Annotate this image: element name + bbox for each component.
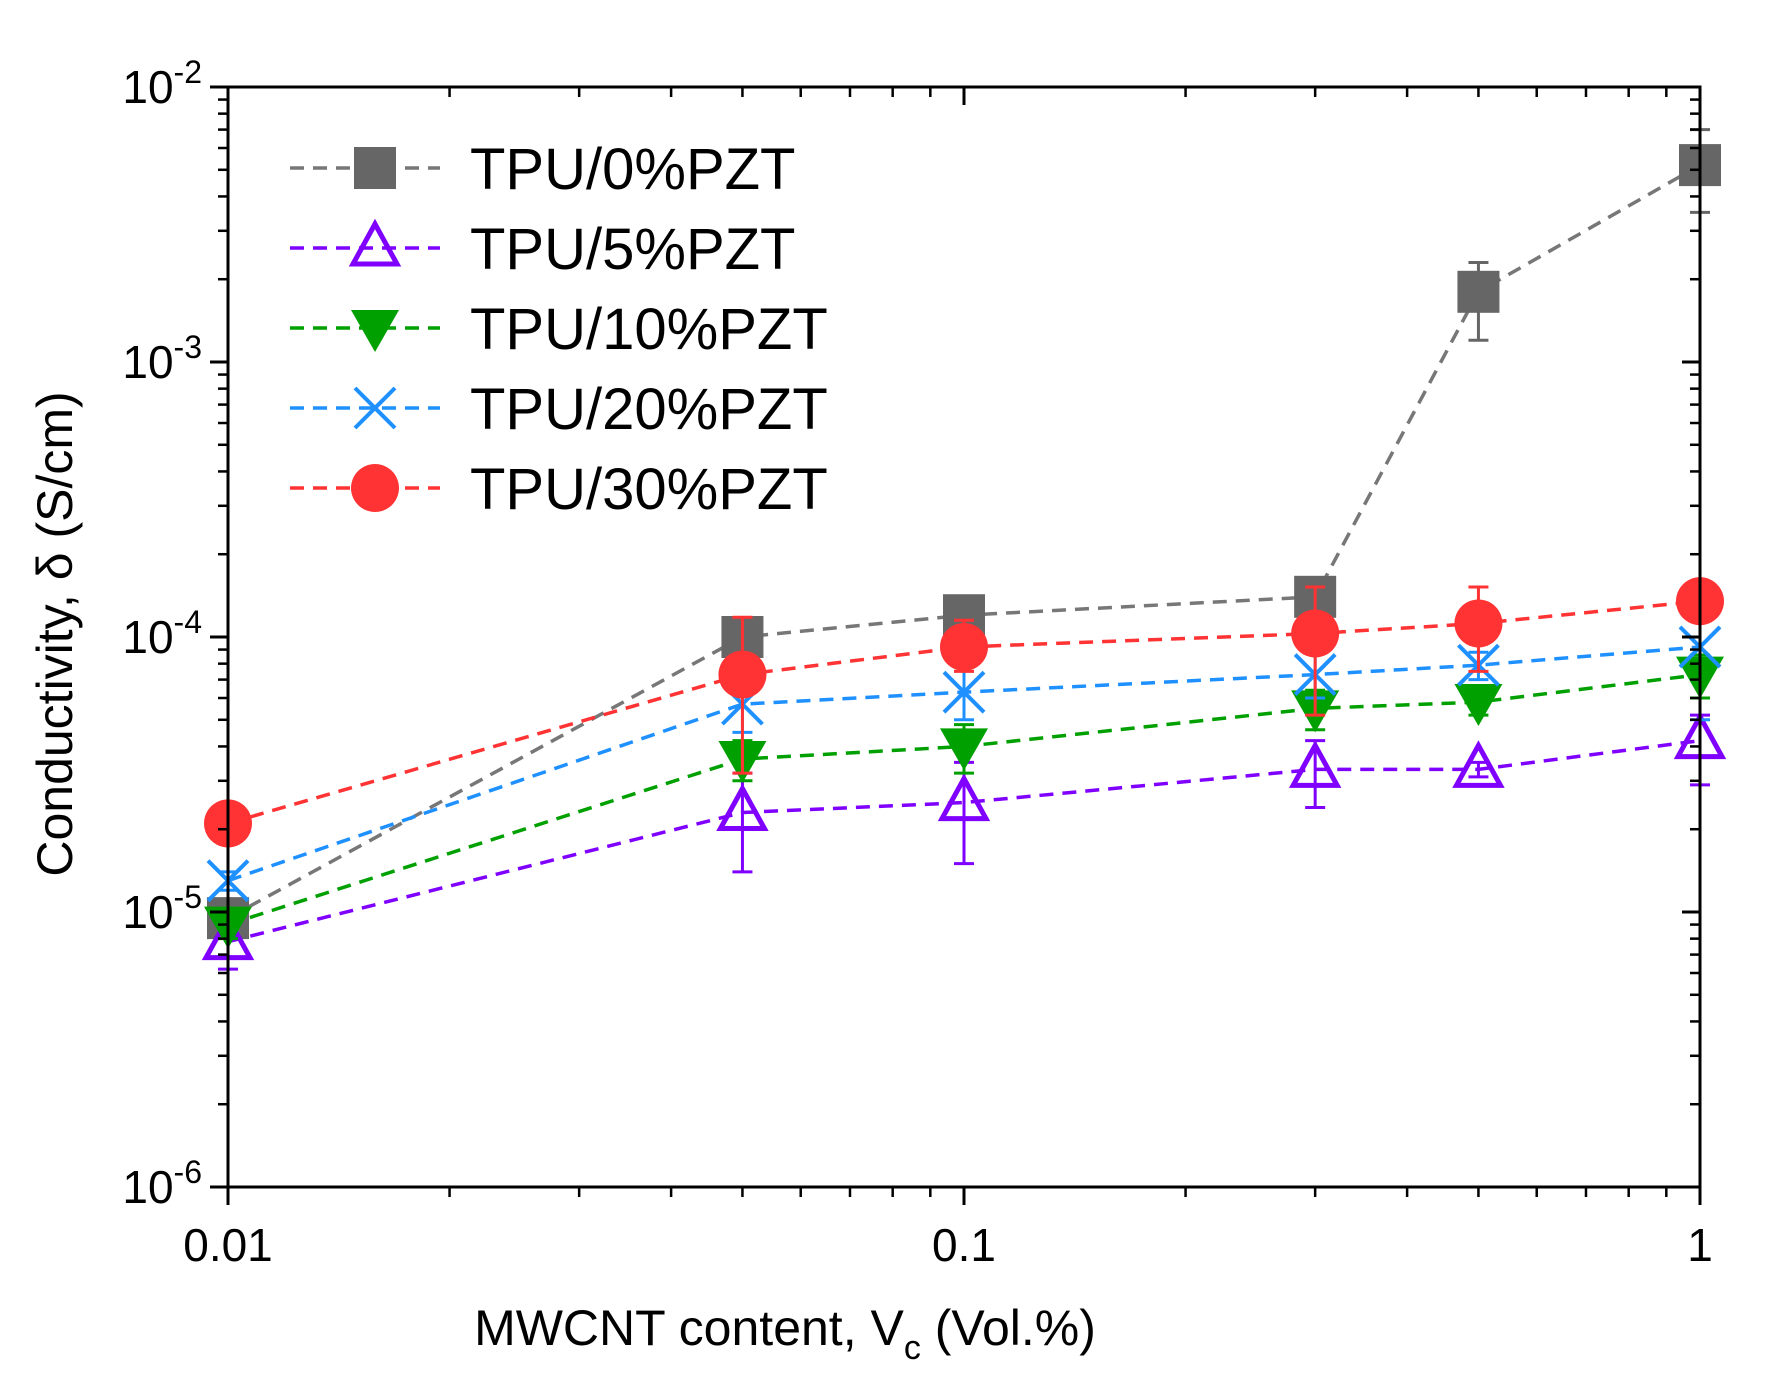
- legend-marker-3: [353, 386, 397, 430]
- x-tick-label: 1: [1687, 1219, 1713, 1271]
- y-tick-label: 10-3: [122, 329, 202, 388]
- legend-label-2: TPU/10%PZT: [470, 297, 828, 362]
- legend-marker-4: [351, 464, 399, 512]
- data-point-4-2: [940, 622, 988, 671]
- series-line-4: [227, 599, 1701, 826]
- y-tick-label: 10-5: [122, 879, 202, 938]
- legend-marker-2: [351, 310, 399, 352]
- legend-item-3: TPU/20%PZT: [290, 377, 828, 442]
- data-point-1-4: [1452, 740, 1505, 788]
- legend-item-0: TPU/0%PZT: [290, 137, 796, 202]
- y-tick-label: 10-6: [122, 1154, 202, 1213]
- data-point-4-3: [1291, 609, 1340, 658]
- data-point-2-2: [940, 728, 988, 771]
- legend-item-1: TPU/5%PZT: [290, 217, 796, 282]
- x-tick-label: 0.1: [932, 1219, 996, 1271]
- data-point-4-1: [718, 650, 767, 699]
- legend-label-4: TPU/30%PZT: [470, 457, 828, 522]
- legend-label-3: TPU/20%PZT: [470, 377, 828, 442]
- legend-marker-1: [348, 218, 402, 267]
- legend-item-2: TPU/10%PZT: [290, 297, 828, 362]
- x-tick-label: 0.01: [183, 1219, 273, 1271]
- data-point-0-4: [1457, 270, 1500, 313]
- plot-area: [201, 128, 1727, 971]
- data-point-1-1: [716, 783, 769, 832]
- legend: TPU/0%PZT TPU/5%PZT TPU/10%PZT TPU/20%PZT TP…: [290, 137, 828, 522]
- series-line-3: [227, 645, 1701, 883]
- data-point-1-2: [937, 773, 991, 822]
- series-line-1: [227, 738, 1701, 944]
- legend-label-1: TPU/5%PZT: [470, 217, 796, 282]
- legend-marker-3-stroke-b: [353, 386, 397, 430]
- y-tick-label: 10-4: [122, 604, 202, 663]
- series-line-0: [227, 163, 1701, 920]
- data-point-2-4: [1454, 684, 1503, 727]
- data-point-4-4: [1454, 599, 1503, 648]
- legend-item-4: TPU/30%PZT: [290, 457, 828, 522]
- data-point-3-2: [942, 670, 986, 714]
- legend-marker-0: [354, 147, 396, 189]
- x-axis-title: MWCNT content, Vc (Vol.%): [474, 1300, 1096, 1367]
- y-tick-label: 10-2: [122, 54, 202, 113]
- axes: 0.01 0.1 1 10-6 10-5 10-4 10-3 10-2: [122, 54, 1712, 1271]
- data-point-1-3: [1288, 740, 1342, 788]
- y-axis-title: Conductivity, δ (S/cm): [27, 391, 83, 876]
- legend-label-0: TPU/0%PZT: [470, 137, 796, 202]
- series-line-2: [227, 672, 1701, 927]
- data-point-3-2-stroke-b: [942, 670, 986, 714]
